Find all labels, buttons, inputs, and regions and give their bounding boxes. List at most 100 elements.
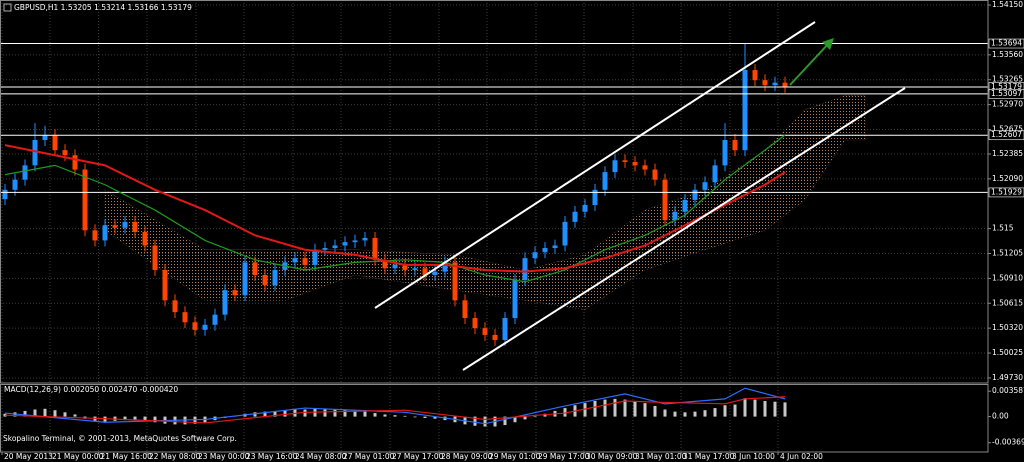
candle-body: [32, 140, 38, 166]
y-tick-label: 1.50910: [992, 273, 1023, 282]
macd-bar: [33, 409, 37, 417]
macd-bar: [143, 416, 147, 421]
level-label: 1.51929: [991, 187, 1022, 196]
x-tick-label: 4 Jun 02:00: [780, 452, 823, 461]
candle-body: [442, 262, 448, 272]
macd-bar: [23, 410, 27, 417]
level-label: 1.53179: [991, 82, 1022, 91]
candle-body: [242, 262, 248, 296]
macd-bar: [273, 410, 277, 417]
candle-body: [412, 268, 418, 270]
macd-bar: [703, 410, 707, 417]
y-tick-label: 1.53560: [992, 50, 1023, 59]
macd-bar: [513, 416, 517, 423]
macd-bar: [753, 399, 757, 417]
channel-upper: [374, 21, 816, 309]
candle-body: [672, 211, 678, 221]
level-box: [988, 38, 1024, 49]
macd-bar: [583, 403, 587, 417]
candle-body: [482, 328, 488, 335]
candle-body: [742, 70, 748, 151]
macd-bar: [343, 410, 347, 417]
macd-bar: [633, 401, 637, 417]
x-tick-label: 21 May 16:00: [101, 452, 153, 461]
candle-body: [422, 268, 428, 276]
candle-body: [152, 245, 158, 270]
x-tick-label: 20 May 2013: [4, 452, 53, 461]
macd-bar: [593, 401, 597, 417]
macd-bar: [563, 408, 567, 417]
candle-body: [132, 221, 138, 232]
y-tick-label: 0.003587: [992, 386, 1024, 395]
candle-body: [432, 271, 438, 276]
indicator-line: [4, 387, 786, 425]
macd-bar: [403, 415, 407, 417]
candle-body: [502, 318, 508, 340]
x-tick-label: 27 May 17:00: [392, 452, 444, 461]
candle-body: [652, 169, 658, 180]
candle-body: [642, 165, 648, 170]
candle-body: [292, 258, 298, 263]
candle-body: [542, 248, 548, 253]
candle-body: [212, 314, 218, 325]
macd-bar: [333, 409, 337, 417]
y-tick-label: 1.51205: [992, 249, 1023, 258]
y-tick-label: 1.53265: [992, 75, 1023, 84]
candle-body: [232, 290, 238, 296]
candle-body: [302, 258, 308, 265]
macd-bar: [603, 399, 607, 417]
candle-body: [312, 249, 318, 265]
y-tick-label: 1.50320: [992, 323, 1023, 332]
macd-bar: [483, 416, 487, 427]
main-frame: [0, 0, 989, 384]
candle-body: [492, 334, 498, 340]
candle-body: [472, 318, 478, 329]
indicator-line: [4, 144, 786, 273]
macd-bar: [773, 401, 777, 417]
macd-bar: [473, 416, 477, 426]
x-tick-label: 22 May 08:00: [149, 452, 201, 461]
macd-bar: [323, 408, 327, 417]
macd-bar: [153, 416, 157, 423]
candle-body: [682, 199, 688, 212]
candle-body: [122, 221, 128, 228]
macd-bar: [363, 411, 367, 417]
candle-body: [342, 242, 348, 246]
candle-body: [402, 264, 408, 270]
candle-body: [22, 165, 28, 180]
candle-body: [182, 312, 188, 323]
candle-body: [762, 80, 768, 86]
macd-bar: [533, 415, 537, 417]
x-tick-label: 31 May 17:00: [683, 452, 735, 461]
candle-body: [692, 189, 698, 200]
y-tick-label: 1.515: [992, 224, 1014, 233]
macd-bar: [413, 416, 417, 418]
y-tick-label: 1.52970: [992, 100, 1023, 109]
candle-body: [52, 134, 58, 151]
macd-bar: [63, 412, 67, 417]
y-tick-label: 1.49730: [992, 373, 1023, 382]
macd-bar: [73, 414, 77, 417]
macd-bar: [733, 404, 737, 417]
x-tick-label: 24 May 08:00: [295, 452, 347, 461]
macd-bar: [433, 416, 437, 419]
candle-body: [142, 231, 148, 246]
macd-bar: [123, 416, 127, 421]
macd-title: MACD(12,26,9) 0.002050 0.002470 -0.00042…: [4, 385, 178, 394]
macd-bar: [623, 399, 627, 417]
candle-body: [82, 169, 88, 231]
level-box: [988, 130, 1024, 141]
level-label: 1.52607: [991, 130, 1022, 139]
macd-bar: [683, 412, 687, 417]
candle-body: [322, 248, 328, 250]
macd-bar: [133, 416, 137, 421]
macd-bar: [53, 410, 57, 417]
marks: [0, 43, 988, 427]
y-tick-label: 1.50025: [992, 348, 1023, 357]
macd-frame: [0, 384, 989, 453]
y-tick-label: 1.52675: [992, 124, 1023, 133]
macd-bar: [253, 412, 257, 417]
macd-bar: [653, 405, 657, 417]
y-tick-label: 1.54150: [992, 0, 1023, 9]
macd-bar: [673, 411, 677, 417]
